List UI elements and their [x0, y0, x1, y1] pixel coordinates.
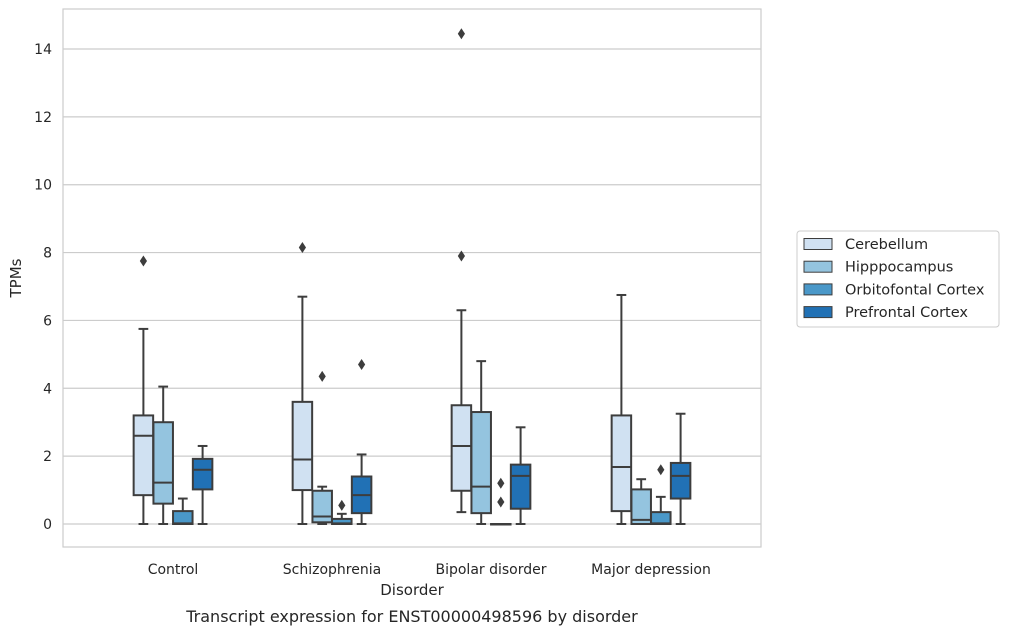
outlier-point	[497, 496, 505, 508]
gridlines	[63, 48, 761, 525]
box-prefrontal-cortex	[669, 412, 692, 525]
x-tick-label: Control	[148, 562, 199, 578]
y-axis-ticks: 0 2 4 6 8 10 12 14	[34, 42, 52, 533]
legend-swatch	[803, 260, 833, 273]
legend-swatch	[803, 283, 833, 296]
x-axis-ticks: Control Schizophrenia Bipolar disorder Majo…	[148, 562, 711, 578]
x-tick-label: Major depression	[591, 562, 711, 578]
box-hipppocampus	[152, 385, 174, 525]
outlier-point	[298, 241, 306, 253]
y-tick-label: 10	[34, 178, 52, 194]
legend-frame	[796, 230, 1000, 328]
box-cerebellum	[450, 28, 473, 514]
y-tick-label: 14	[34, 42, 52, 58]
y-tick-label: 6	[43, 313, 52, 329]
box-series	[132, 28, 692, 526]
legend-swatch	[803, 306, 833, 319]
box-orbitofontal-cortex	[331, 499, 353, 525]
legend: Cerebellum Hipppocampus Orbitofontal Corte…	[796, 230, 1000, 328]
box-orbitofontal-cortex	[650, 464, 672, 525]
box-iqr	[509, 463, 532, 510]
box-iqr	[450, 404, 473, 492]
outlier-point	[318, 370, 326, 382]
box-hipppocampus	[311, 370, 333, 525]
outlier-point	[139, 255, 147, 267]
box-iqr	[291, 400, 314, 492]
box-hipppocampus	[630, 478, 652, 525]
legend-label: Hipppocampus	[845, 260, 953, 276]
outlier-point	[457, 250, 465, 262]
box-prefrontal-cortex	[509, 426, 532, 525]
box-orbitofontal-cortex	[490, 477, 512, 526]
outlier-point	[457, 28, 465, 40]
box-iqr	[650, 511, 672, 525]
box-iqr	[132, 414, 155, 497]
y-tick-label: 2	[43, 449, 52, 465]
box-iqr	[191, 457, 214, 491]
outlier-point	[338, 499, 346, 511]
box-cerebellum	[610, 293, 633, 525]
y-tick-label: 0	[43, 517, 52, 533]
box-iqr	[669, 461, 692, 500]
box-iqr	[311, 489, 333, 524]
legend-label: Prefrontal Cortex	[845, 305, 968, 321]
x-axis-label: Disorder	[380, 581, 444, 599]
y-tick-label: 4	[43, 381, 52, 397]
y-tick-label: 12	[34, 110, 52, 126]
box-iqr	[610, 414, 633, 513]
box-iqr	[630, 488, 652, 525]
y-axis-label: TPMs	[7, 258, 25, 298]
outlier-point	[657, 464, 665, 476]
legend-label: Orbitofontal Cortex	[845, 282, 985, 298]
outlier-point	[497, 477, 505, 489]
x-tick-label: Bipolar disorder	[435, 562, 546, 578]
legend-label: Cerebellum	[845, 237, 928, 253]
box-prefrontal-cortex	[350, 359, 373, 525]
box-prefrontal-cortex	[191, 444, 214, 525]
legend-swatch	[803, 238, 833, 250]
box-cerebellum	[132, 255, 155, 525]
box-hipppocampus	[470, 360, 492, 525]
box-cerebellum	[291, 241, 314, 525]
outlier-point	[358, 359, 366, 371]
y-tick-label: 8	[43, 246, 52, 262]
box-orbitofontal-cortex	[172, 497, 194, 526]
box-iqr	[152, 421, 174, 505]
box-iqr	[470, 411, 492, 515]
x-tick-label: Schizophrenia	[283, 562, 381, 578]
box-iqr	[172, 510, 194, 526]
plot-area-frame	[62, 8, 762, 548]
chart-caption: Transcript expression for ENST0000049859…	[185, 607, 638, 626]
